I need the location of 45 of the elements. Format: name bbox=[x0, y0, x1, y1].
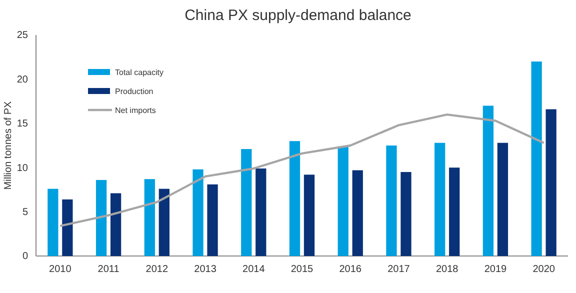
bar bbox=[62, 199, 73, 256]
bar bbox=[289, 141, 300, 256]
bar bbox=[192, 169, 204, 256]
bar bbox=[158, 188, 170, 256]
legend-label: Net imports bbox=[115, 106, 156, 115]
x-tick-label: 2015 bbox=[290, 264, 314, 276]
bar bbox=[482, 106, 494, 256]
x-tick-label: 2020 bbox=[532, 264, 556, 276]
bar bbox=[531, 62, 542, 256]
y-tick-label: 0 bbox=[22, 251, 28, 262]
bar bbox=[497, 142, 508, 256]
x-tick-label: 2017 bbox=[388, 264, 410, 276]
x-tick-label: 2013 bbox=[194, 264, 217, 276]
bar bbox=[546, 109, 556, 256]
y-tick-label: 25 bbox=[16, 30, 28, 42]
x-tick-label: 2012 bbox=[146, 264, 168, 276]
bar bbox=[304, 174, 315, 256]
bar bbox=[434, 142, 446, 256]
bar bbox=[352, 170, 363, 256]
x-tick-label: 2011 bbox=[98, 264, 120, 276]
bar bbox=[386, 146, 397, 256]
legend-label: Production bbox=[115, 87, 154, 96]
x-tick-label: 2019 bbox=[484, 264, 508, 276]
y-axis-title: Million tonnes of PX bbox=[3, 100, 14, 190]
bar bbox=[207, 184, 218, 256]
bar bbox=[400, 172, 412, 256]
x-tick-label: 2010 bbox=[49, 264, 72, 276]
x-tick-label: 2014 bbox=[242, 264, 266, 276]
bar bbox=[449, 168, 460, 256]
bar bbox=[144, 179, 155, 256]
bar bbox=[110, 193, 122, 256]
line-series bbox=[59, 113, 545, 228]
bar bbox=[48, 188, 58, 256]
x-tick-label: 2016 bbox=[339, 264, 362, 276]
chart-title: China PX supply-demand balance bbox=[184, 7, 412, 24]
y-tick-label: 10 bbox=[16, 162, 28, 174]
bar bbox=[256, 168, 266, 256]
bar bbox=[96, 180, 107, 256]
bar bbox=[338, 146, 348, 256]
y-tick-label: 5 bbox=[22, 207, 28, 218]
x-tick-label: 2018 bbox=[436, 264, 459, 276]
y-tick-label: 15 bbox=[16, 118, 28, 130]
y-tick-label: 20 bbox=[16, 74, 28, 86]
bar bbox=[241, 149, 252, 256]
legend-label: Total capacity bbox=[115, 68, 164, 77]
